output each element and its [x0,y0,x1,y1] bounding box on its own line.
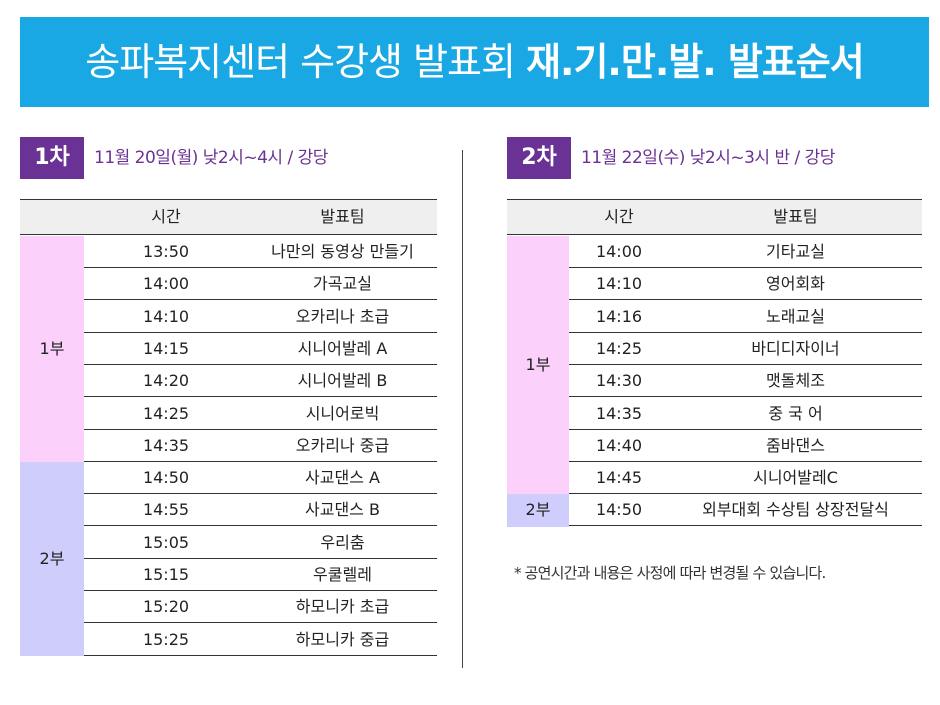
team-cell: 시니어발레 A [297,338,388,358]
time-cell: 14:50 [142,468,190,488]
round2-header: 2차 11월 22일(수) 낮2시~3시 반 / 강당 [507,137,927,179]
table-row: 14:16 노래교실 [569,301,922,333]
team-cell: 가곡교실 [313,274,372,294]
time-cell: 14:00 [595,242,643,261]
round2-group-label: 1부 [507,236,569,495]
round1-schedule-table: 시간 발표팀 1부 13:50 나만의 동영상 만들기 14:00 가곡교실 14:10 오카리… [20,199,437,659]
time-cell: 15:05 [142,532,190,552]
time-cell: 14:10 [595,274,643,294]
table-row: 14:00 기타교실 [569,236,922,268]
team-cell: 나만의 동영상 만들기 [271,242,414,261]
round2-table-header: 시간 발표팀 [507,199,922,235]
table-row: 15:25 하모니카 중급 [84,624,437,656]
team-cell: 사교댄스 A [305,468,380,488]
round2-schedule-table: 시간 발표팀 1부 14:00 기타교실 14:10 영어회화 14:16 노래교실 14:25 바… [507,199,922,529]
table-row: 14:35 중 국 어 [569,398,922,430]
table-row: 14:45 시니어발레C [569,462,922,495]
table-row: 14:10 오카리나 초급 [84,301,437,333]
table-row: 14:25 바디디자이너 [569,333,922,365]
table-row: 14:55 사교댄스 B [84,494,437,527]
team-cell: 시니어발레 B [297,371,388,391]
round2-info: 11월 22일(수) 낮2시~3시 반 / 강당 [581,148,835,168]
table-row: 14:15 시니어발레 A [84,333,437,365]
team-cell: 시니어발레C [753,468,838,488]
time-cell: 13:50 [142,242,190,261]
table-row: 14:30 맷돌체조 [569,365,922,398]
banner-title-regular: 송파복지센터 수강생 발표회 [85,40,516,84]
round2-group-label: 2부 [507,494,569,527]
round1-info: 11월 20일(월) 낮2시~4시 / 강당 [94,148,328,168]
header-team: 발표팀 [773,207,818,226]
team-cell: 우쿨렐레 [313,565,372,584]
time-cell: 14:25 [595,338,643,358]
table-row: 13:50 나만의 동영상 만들기 [84,236,437,268]
table-row: 14:00 가곡교실 [84,268,437,301]
team-cell: 우리춤 [320,532,365,552]
header-time: 시간 [151,207,181,226]
team-cell: 사교댄스 B [305,500,380,520]
table-row: 14:50 외부대회 수상팀 상장전달식 [569,494,922,527]
time-cell: 15:20 [142,597,190,617]
time-cell: 14:55 [142,500,190,520]
table-row: 14:50 사교댄스 A [84,462,437,495]
time-cell: 15:25 [142,629,190,649]
team-cell: 오카리나 중급 [295,435,390,455]
time-cell: 14:15 [142,338,190,358]
table-row: 15:05 우리춤 [84,527,437,559]
time-cell: 14:16 [595,306,643,326]
time-cell: 14:25 [142,403,190,423]
time-cell: 14:35 [595,403,643,423]
time-cell: 15:15 [142,565,190,584]
header-team: 발표팀 [320,207,365,226]
table-row: 15:15 우쿨렐레 [84,559,437,591]
time-cell: 14:50 [595,500,643,520]
team-cell: 하모니카 초급 [295,597,390,617]
time-cell: 14:00 [142,274,190,294]
header-time: 시간 [604,207,634,226]
title-banner: 송파복지센터 수강생 발표회 재.기.만.발. 발표순서 [20,17,929,107]
table-row: 14:20 시니어발레 B [84,365,437,398]
table-row: 14:40 줌바댄스 [569,430,922,462]
team-cell: 중 국 어 [768,403,823,423]
team-cell: 기타교실 [766,242,825,261]
table-row: 14:10 영어회화 [569,268,922,301]
team-cell: 영어회화 [766,274,825,294]
team-cell: 맷돌체조 [766,371,825,391]
round1-table-header: 시간 발표팀 [20,199,437,235]
table-row: 14:35 오카리나 중급 [84,430,437,462]
time-cell: 14:45 [595,468,643,488]
round1-group-label: 1부 [20,236,84,463]
round1-header: 1차 11월 20일(월) 낮2시~4시 / 강당 [20,137,440,179]
time-cell: 14:35 [142,435,190,455]
team-cell: 오카리나 초급 [295,306,390,326]
time-cell: 14:30 [595,371,643,391]
team-cell: 외부대회 수상팀 상장전달식 [702,500,889,520]
time-cell: 14:10 [142,306,190,326]
notice-text: * 공연시간과 내용은 사정에 따라 변경될 수 있습니다. [514,564,826,582]
table-row: 14:25 시니어로빅 [84,398,437,430]
banner-title-bold: 재.기.만.발. 발표순서 [526,40,865,84]
team-cell: 바디디자이너 [751,338,840,358]
round1-group-label: 2부 [20,462,84,656]
team-cell: 시니어로빅 [305,403,380,423]
time-cell: 14:20 [142,371,190,391]
round2-badge: 2차 [507,137,571,179]
team-cell: 노래교실 [766,306,825,326]
team-cell: 하모니카 중급 [295,629,390,649]
column-divider [462,150,463,668]
table-row: 15:20 하모니카 초급 [84,591,437,624]
team-cell: 줌바댄스 [766,435,825,455]
round1-badge: 1차 [20,137,84,179]
time-cell: 14:40 [595,435,643,455]
